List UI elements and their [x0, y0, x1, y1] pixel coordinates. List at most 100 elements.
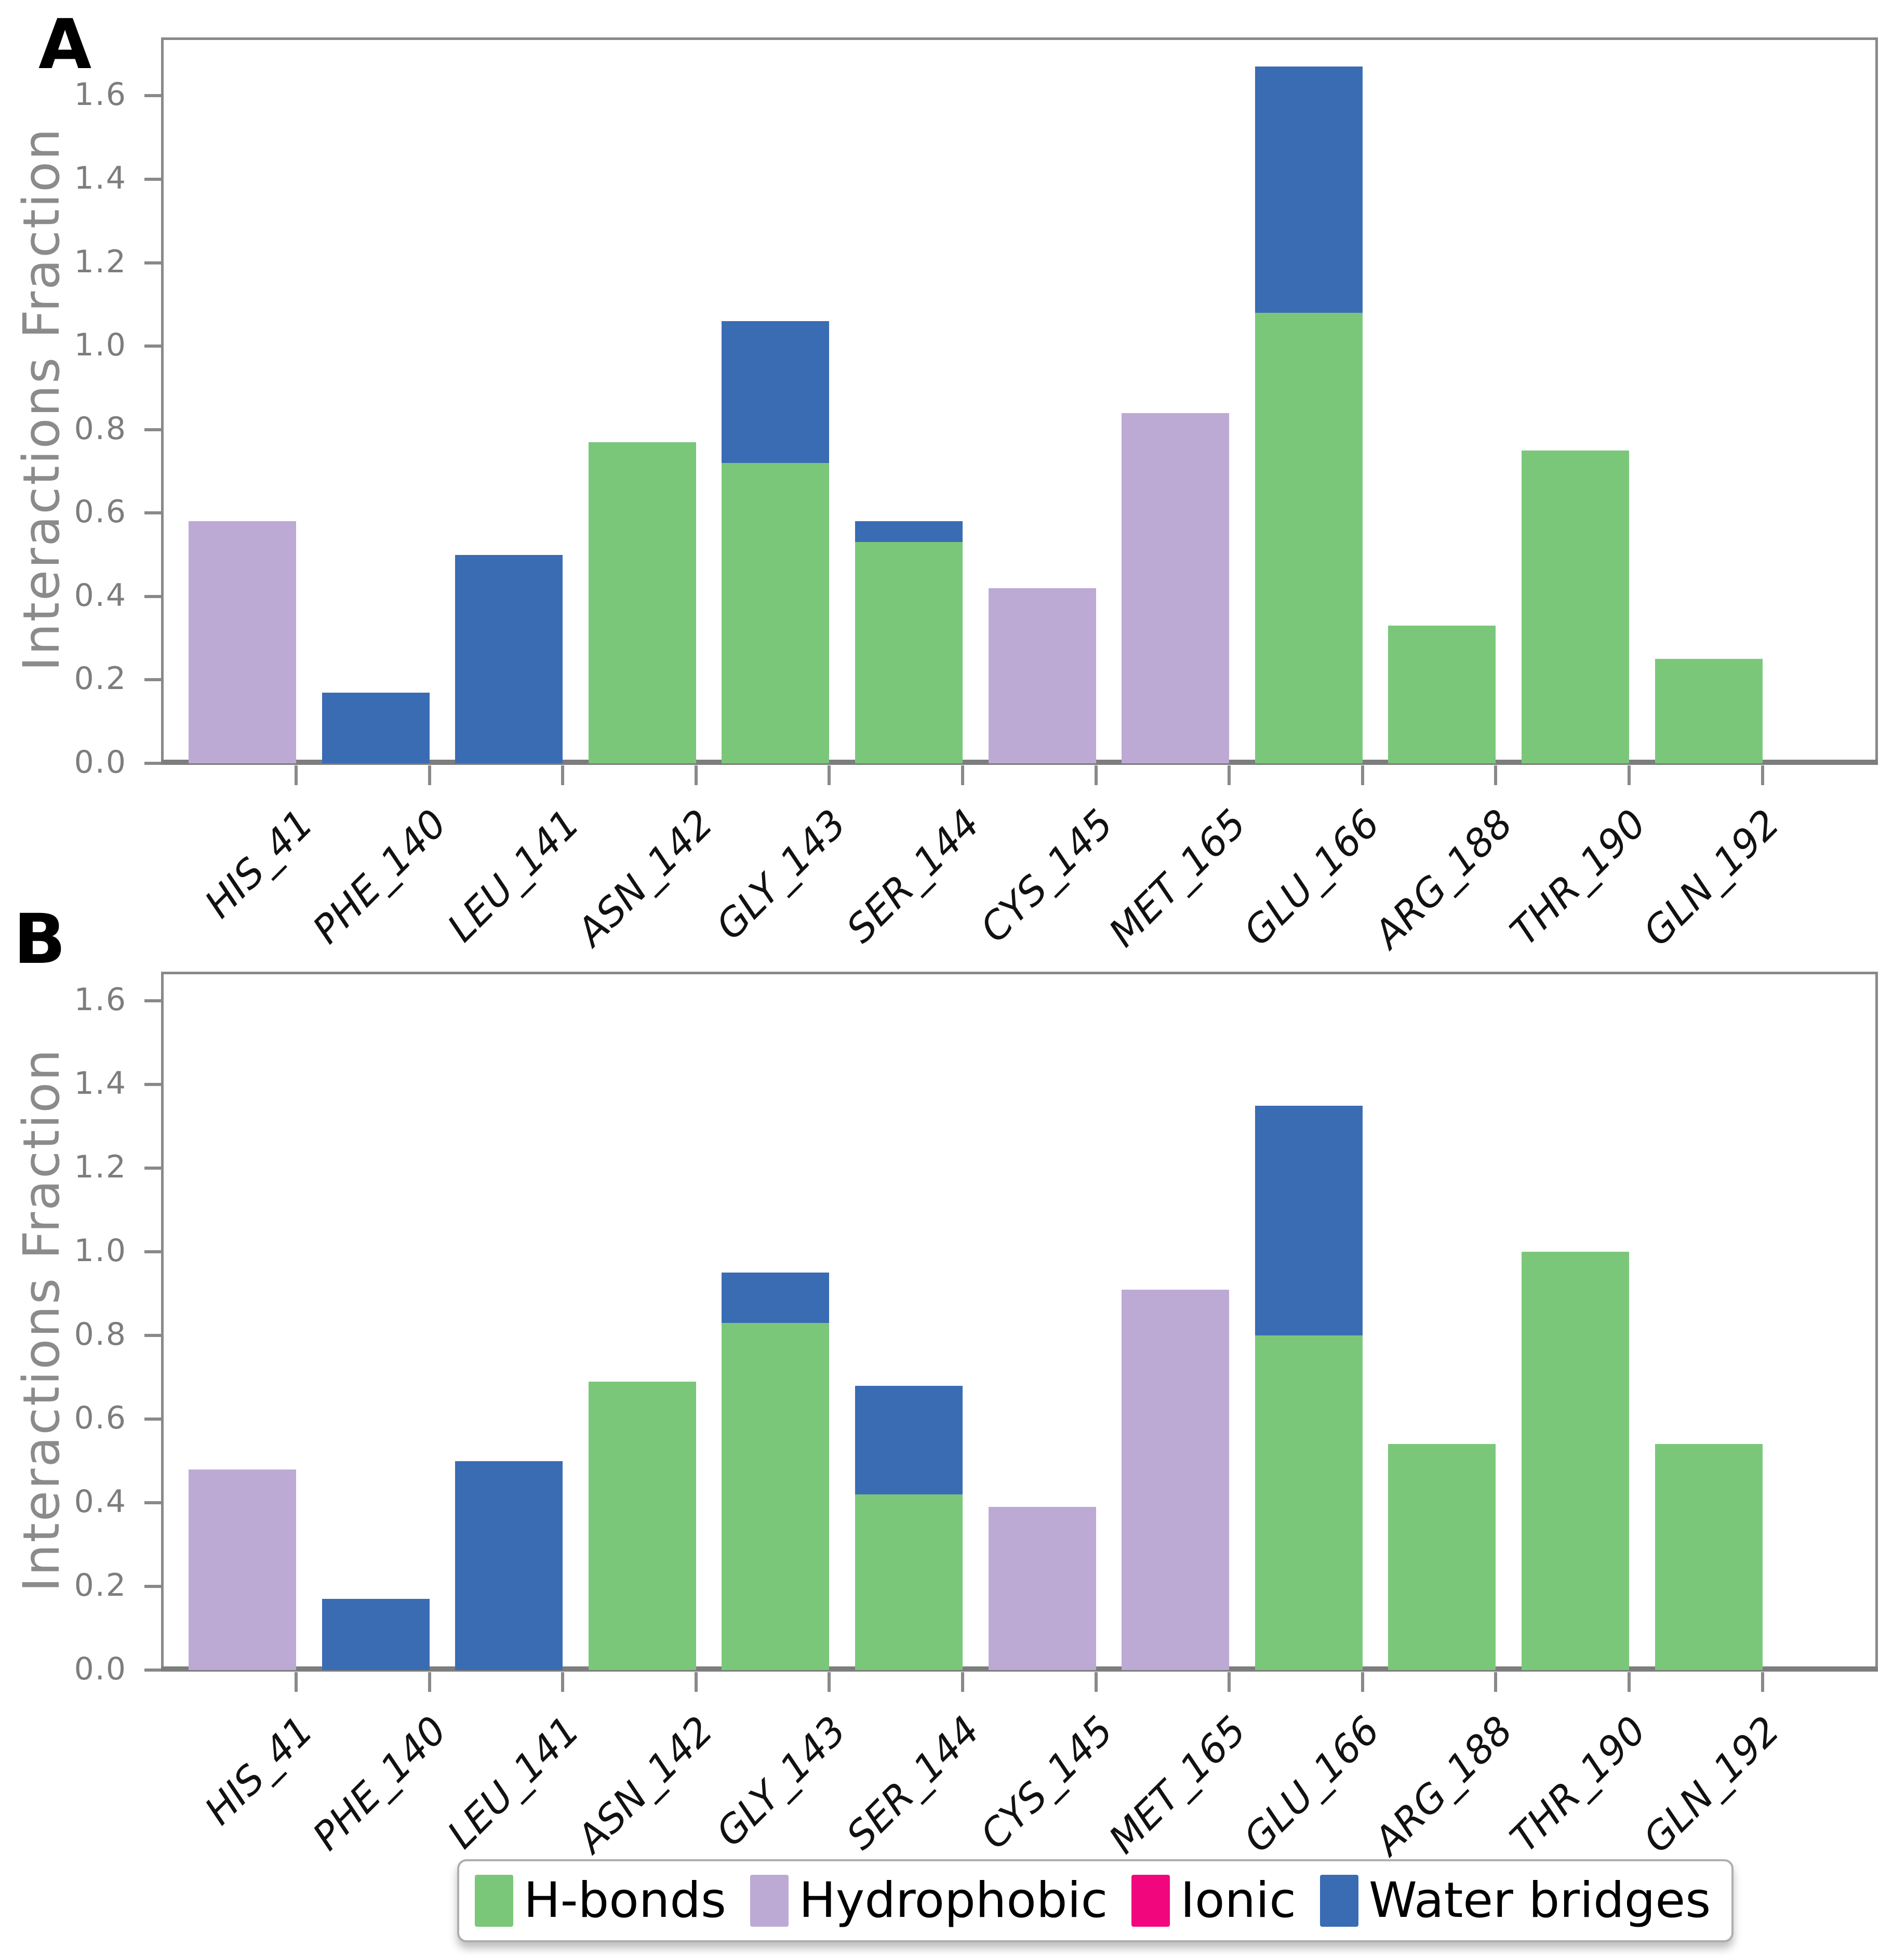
y-tick-mark: [144, 1250, 161, 1254]
x-tick-label-text: HIS_41: [196, 801, 322, 927]
y-tick-label: 1.0: [74, 327, 127, 364]
x-tick-mark: [961, 765, 964, 785]
x-tick-label-text: MET_165: [1100, 1707, 1255, 1862]
bar-segment-water-bridges: [1255, 67, 1363, 313]
bar-segment-h-bonds: [855, 542, 963, 763]
x-tick-label-text: GLN_192: [1634, 801, 1789, 955]
y-tick-label: 1.2: [74, 243, 127, 280]
bar-segment-h-bonds: [1655, 659, 1763, 763]
x-tick-label-text: SER_144: [838, 801, 989, 952]
y-tick-mark: [144, 1585, 161, 1588]
legend-item-hydrophobic: Hydrophobic: [750, 1875, 1108, 1927]
x-tick-mark: [1361, 765, 1364, 785]
y-tick-mark: [144, 261, 161, 264]
bar-segment-h-bonds: [855, 1494, 963, 1670]
x-tick-mark: [1628, 765, 1631, 785]
x-tick-mark: [828, 1672, 831, 1692]
x-tick-mark: [1628, 1672, 1631, 1692]
legend-box: H-bonds Hydrophobic Ionic Water bridges: [457, 1859, 1734, 1942]
x-tick-label-text: ASN_142: [568, 1707, 722, 1861]
y-tick-label: 0.4: [74, 1484, 127, 1520]
bar-segment-h-bonds: [1388, 1444, 1496, 1670]
bar-segment-hydrophobic: [189, 1469, 296, 1670]
bar-segment-hydrophobic: [988, 588, 1096, 763]
y-tick-label: 0.2: [74, 1567, 127, 1604]
y-tick-mark: [144, 511, 161, 515]
y-tick-mark: [144, 1167, 161, 1170]
x-tick-label-text: GLN_192: [1634, 1707, 1789, 1862]
y-tick-mark: [144, 1501, 161, 1505]
panel-a-letter: A: [38, 5, 92, 85]
legend-item-ionic: Ionic: [1131, 1875, 1296, 1927]
y-tick-mark: [144, 1668, 161, 1672]
y-tick-mark: [144, 1418, 161, 1421]
x-tick-mark: [694, 1672, 698, 1692]
y-tick-mark: [144, 1083, 161, 1087]
x-tick-mark: [1761, 765, 1764, 785]
x-tick-mark: [1228, 1672, 1231, 1692]
x-tick-mark: [561, 765, 565, 785]
x-tick-mark: [1494, 765, 1498, 785]
y-tick-mark: [144, 428, 161, 431]
x-tick-label-text: LEU_141: [439, 1707, 589, 1858]
x-tick-label-text: SER_144: [838, 1707, 989, 1859]
y-tick-mark: [144, 999, 161, 1003]
x-tick-mark: [1494, 1672, 1498, 1692]
bar-segment-water-bridges: [322, 692, 430, 763]
bar-segment-water-bridges: [322, 1599, 430, 1670]
x-tick-mark: [1094, 765, 1098, 785]
x-tick-mark: [295, 765, 298, 785]
bar-segment-h-bonds: [722, 462, 830, 763]
bar-segment-water-bridges: [855, 1385, 963, 1494]
legend-swatch-h-bonds: [475, 1875, 513, 1927]
y-tick-mark: [144, 594, 161, 598]
y-tick-label: 0.6: [74, 494, 127, 531]
y-tick-mark: [144, 678, 161, 682]
legend-swatch-water-bridges: [1319, 1875, 1358, 1927]
x-tick-label-text: LEU_141: [439, 801, 589, 951]
y-tick-mark: [144, 762, 161, 765]
x-tick-label-text: ARG_188: [1366, 801, 1522, 957]
bar-segment-h-bonds: [722, 1323, 830, 1670]
bar-segment-hydrophobic: [988, 1507, 1096, 1670]
bar-segment-h-bonds: [1255, 1335, 1363, 1670]
x-tick-label-text: GLU_166: [1235, 801, 1389, 955]
x-tick-mark: [961, 1672, 964, 1692]
x-tick-label-text: THR_190: [1501, 1707, 1655, 1861]
legend-item-water-bridges: Water bridges: [1319, 1875, 1711, 1927]
x-tick-label-text: CYS_145: [971, 1707, 1122, 1858]
y-tick-label: 0.8: [74, 410, 127, 447]
bar-segment-h-bonds: [1388, 626, 1496, 763]
x-tick-mark: [428, 765, 431, 785]
y-tick-label: 1.6: [74, 76, 127, 113]
bar-segment-h-bonds: [1255, 312, 1363, 763]
bar-segment-h-bonds: [1522, 1252, 1629, 1670]
bar-segment-water-bridges: [455, 1461, 563, 1670]
y-tick-mark: [144, 345, 161, 348]
x-tick-mark: [428, 1672, 431, 1692]
bar-segment-h-bonds: [588, 1381, 696, 1670]
y-tick-label: 1.2: [74, 1149, 127, 1186]
x-tick-mark: [295, 1672, 298, 1692]
legend-item-h-bonds: H-bonds: [475, 1875, 726, 1927]
y-tick-label: 0.0: [74, 744, 127, 780]
bar-segment-h-bonds: [1655, 1444, 1763, 1670]
legend-label: H-bonds: [524, 1872, 726, 1929]
bar-segment-hydrophobic: [189, 521, 296, 763]
x-tick-mark: [1094, 1672, 1098, 1692]
y-tick-label: 0.8: [74, 1316, 127, 1353]
x-tick-mark: [1761, 1672, 1764, 1692]
x-tick-label-text: THR_190: [1501, 801, 1655, 955]
x-tick-label-text: HIS_41: [196, 1707, 322, 1834]
x-tick-mark: [1228, 765, 1231, 785]
y-tick-mark: [144, 1334, 161, 1337]
y-tick-label: 0.2: [74, 660, 127, 697]
panel-b-letter: B: [14, 899, 66, 979]
bar-segment-water-bridges: [855, 521, 963, 542]
x-tick-label-text: GLU_166: [1235, 1707, 1389, 1861]
x-tick-mark: [694, 765, 698, 785]
bar-segment-water-bridges: [455, 554, 563, 763]
bar-segment-hydrophobic: [1122, 1289, 1230, 1670]
y-tick-label: 0.6: [74, 1400, 127, 1437]
x-tick-mark: [828, 765, 831, 785]
